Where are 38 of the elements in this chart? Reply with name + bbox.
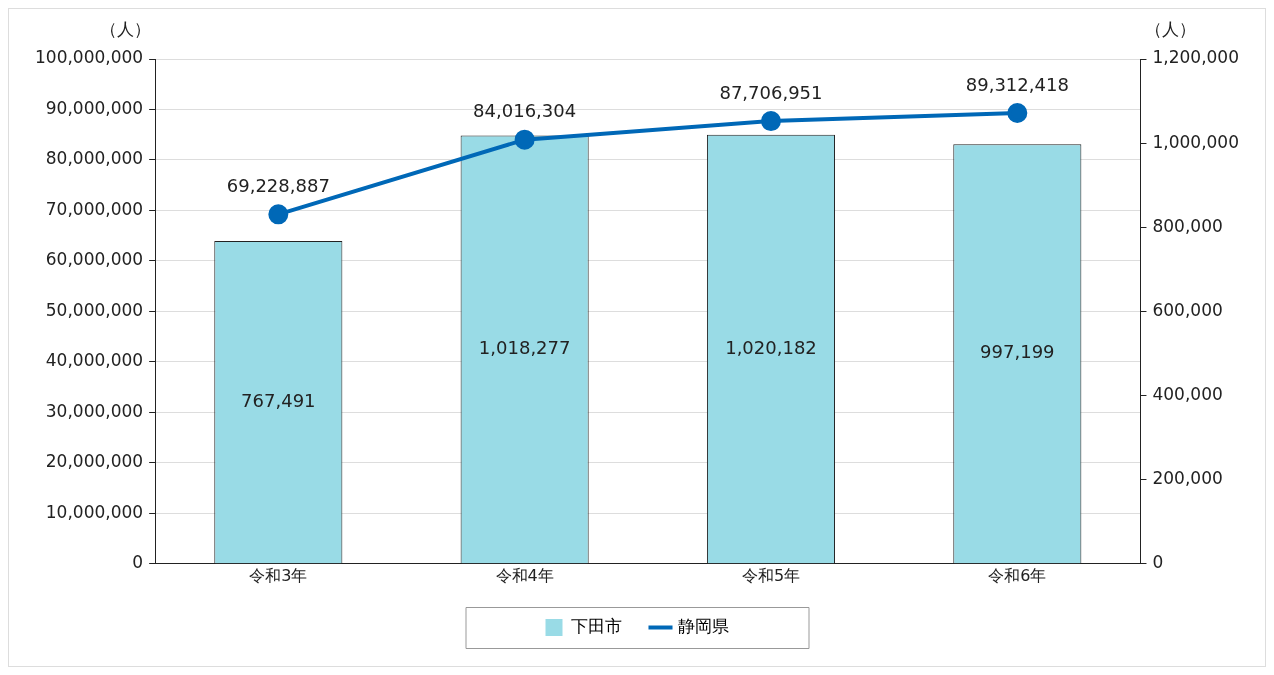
y-tick-label: 0: [132, 552, 144, 573]
data-label: 997,199: [980, 341, 1055, 363]
legend-label: 下田市: [571, 615, 622, 636]
data-label: 84,016,304: [473, 100, 577, 122]
point: [760, 111, 781, 132]
y-tick-label: 40,000,000: [45, 350, 144, 371]
y-tick-label: 90,000,000: [45, 97, 144, 118]
data-label: 87,706,951: [719, 81, 823, 103]
legend-label: 静岡県: [677, 615, 729, 636]
y2-tick-label: 800,000: [1152, 215, 1223, 236]
y-tick-label: 30,000,000: [45, 400, 144, 421]
y2-tick-label: 200,000: [1152, 468, 1223, 489]
y-tick-label: 10,000,000: [45, 501, 144, 522]
x-tick-label: 令和3年: [249, 565, 308, 585]
point: [268, 204, 289, 225]
y2-tick-label: 0: [1152, 552, 1164, 573]
y2-tick-label: 1,200,000: [1152, 47, 1240, 68]
y-tick-label: 50,000,000: [45, 299, 144, 320]
y2-tick-label: 400,000: [1152, 383, 1223, 404]
x-tick-label: 令和4年: [495, 565, 554, 585]
y2-tick-label: 1,000,000: [1152, 131, 1240, 152]
data-label: 1,020,182: [725, 336, 817, 358]
y-axis-title: （人）: [99, 18, 151, 39]
data-label: 69,228,887: [226, 175, 330, 196]
y2-tick-label: 600,000: [1152, 299, 1223, 320]
data-label: 89,312,418: [965, 73, 1069, 95]
y-tick-label: 20,000,000: [45, 451, 144, 472]
y-tick-label: 80,000,000: [45, 148, 144, 169]
point: [1007, 102, 1028, 123]
point: [514, 129, 535, 150]
data-label: 767,491: [241, 389, 316, 411]
data-label: 1,018,277: [478, 337, 571, 359]
y-tick-label: 70,000,000: [45, 198, 144, 219]
x-tick-label: 令和5年: [741, 565, 801, 585]
x-tick-label: 令和6年: [988, 565, 1047, 585]
y-tick-label: 60,000,000: [45, 249, 144, 270]
y2-axis-title: （人）: [1144, 18, 1196, 39]
y-tick-label: 100,000,000: [34, 47, 144, 68]
